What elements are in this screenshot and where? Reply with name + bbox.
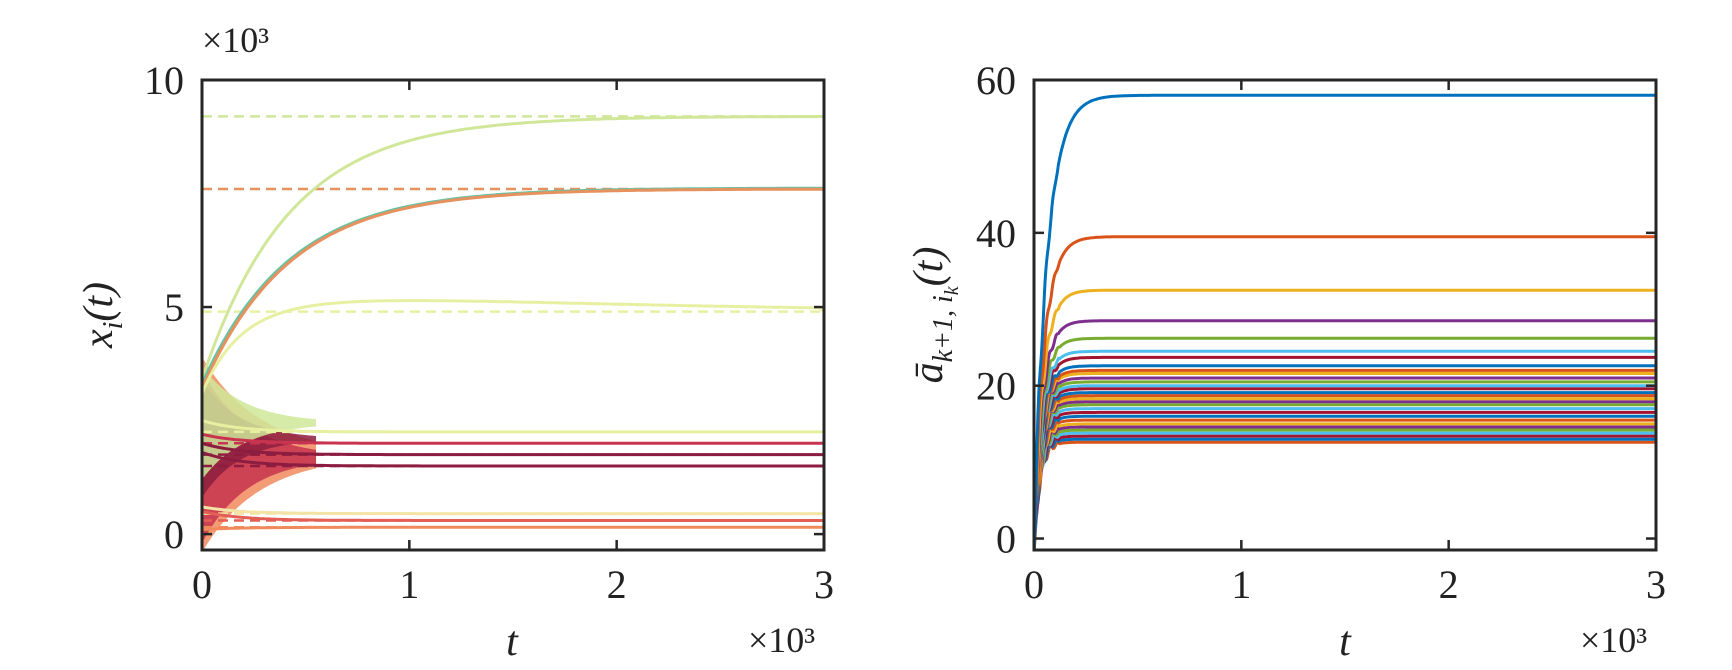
transient-band: [202, 366, 317, 480]
series-line: [202, 441, 824, 457]
series-line: [1034, 428, 1656, 550]
right-x-axis-label: t: [1339, 619, 1352, 665]
series-line: [202, 450, 824, 468]
y-tick-label: 10: [144, 58, 184, 103]
series-line: [1034, 425, 1656, 550]
left-y-axis-label: xi(t): [76, 282, 129, 349]
series-line: [202, 187, 824, 390]
left-x-axis-label: t: [506, 619, 519, 665]
series-line: [1034, 93, 1656, 550]
left-series-group: [202, 115, 824, 532]
right-y-ticks: 0 20 40 60: [976, 58, 1656, 562]
series-line: [202, 509, 824, 522]
x-tick-label: 1: [1231, 562, 1251, 607]
y-tick-label: 0: [996, 517, 1016, 562]
right-series-group: [1034, 93, 1656, 550]
series-line: [202, 432, 824, 445]
y-tick-label: 40: [976, 211, 1016, 256]
right-x-ticks: 0 1 2 3: [1024, 80, 1666, 607]
right-x-exponent: ×10³: [1580, 620, 1647, 660]
series-line: [1034, 431, 1656, 538]
series-line: [1034, 437, 1656, 525]
left-x-ticks: 0 1 2 3: [192, 80, 834, 607]
left-chart: 0 1 2 3 0 5 10 ×10³ ×10³ t xi(t): [76, 20, 834, 665]
series-line: [1034, 440, 1656, 539]
left-plot-frame: [200, 78, 826, 552]
y-tick-label: 60: [976, 58, 1016, 103]
x-tick-label: 2: [607, 562, 627, 607]
x-tick-label: 1: [399, 562, 419, 607]
y-tick-label: 0: [164, 512, 184, 557]
x-tick-label: 3: [814, 562, 834, 607]
series-line: [202, 505, 824, 516]
series-line: [202, 186, 824, 385]
right-plot-frame: [1032, 78, 1658, 552]
x-tick-label: 0: [192, 562, 212, 607]
series-line: [1034, 349, 1656, 550]
series-line: [1034, 288, 1656, 523]
series-line: [1034, 394, 1656, 522]
series-line: [202, 525, 824, 532]
left-x-exponent: ×10³: [748, 620, 815, 660]
x-tick-label: 0: [1024, 562, 1044, 607]
y-tick-label: 5: [164, 285, 184, 330]
x-tick-label: 3: [1646, 562, 1666, 607]
series-line: [202, 115, 824, 381]
series-line: [1034, 319, 1656, 526]
left-y-ticks: 0 5 10: [144, 58, 824, 557]
series-line: [1034, 434, 1656, 524]
transient-band: [202, 379, 317, 498]
right-y-axis-label: āk+1, ik(t): [906, 247, 963, 384]
series-line: [1034, 336, 1656, 541]
y-tick-label: 20: [976, 364, 1016, 409]
series-line: [202, 419, 824, 434]
series-line: [1034, 235, 1656, 534]
x-tick-label: 2: [1439, 562, 1459, 607]
left-y-exponent: ×10³: [202, 20, 269, 60]
right-chart: 0 1 2 3 0 20 40 60 ×10³ t āk+1, ik(t): [906, 58, 1666, 665]
series-line: [202, 299, 824, 394]
